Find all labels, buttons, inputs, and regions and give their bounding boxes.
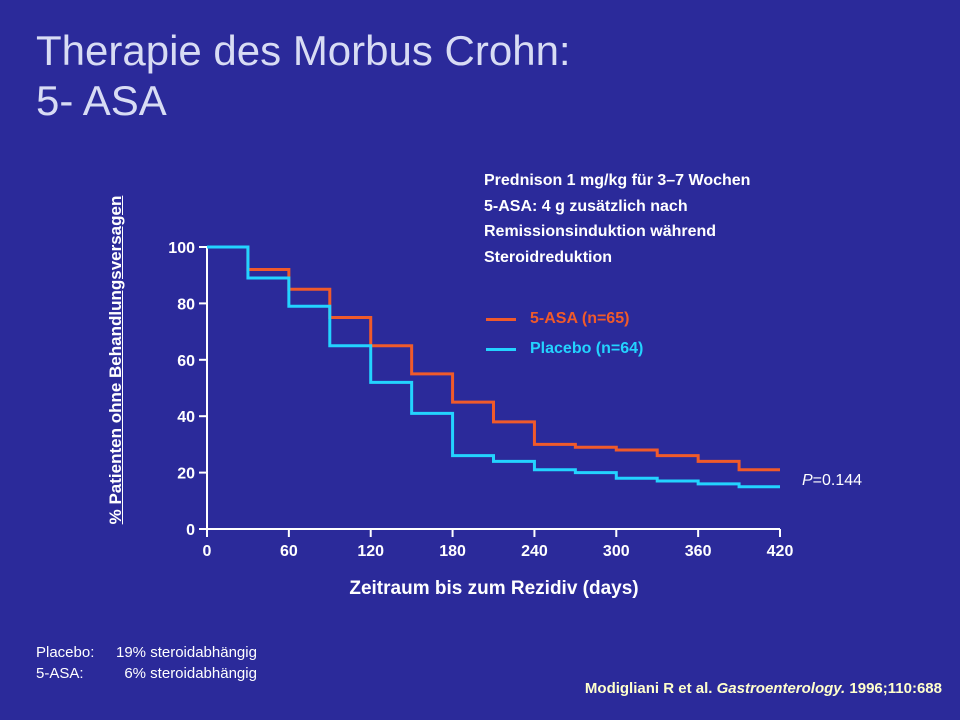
- footnote-value: 6% steroidabhängig: [116, 665, 257, 682]
- x-tick-label: 240: [521, 543, 548, 560]
- citation-journal: Gastroenterology.: [716, 680, 846, 697]
- citation-ref: 1996;110:688: [849, 680, 942, 697]
- x-tick-label: 60: [280, 543, 298, 560]
- slide-title: Therapie des Morbus Crohn: 5- ASA: [36, 26, 571, 126]
- p-value-number: =0.144: [812, 472, 863, 489]
- footnote-value: 19% steroidabhängig: [116, 644, 257, 661]
- x-tick-label: 300: [603, 543, 630, 560]
- y-axis-label: % Patienten ohne Behandlungsversagen: [106, 195, 125, 525]
- treatment-note-line4: Steroidreduktion: [484, 248, 613, 266]
- y-tick-label: 0: [186, 522, 195, 539]
- treatment-note-line2: 5-ASA: 4 g zusätzlich nach: [484, 197, 688, 215]
- citation-authors: Modigliani R et al.: [584, 680, 713, 697]
- x-axis-label: Zeitraum bis zum Rezidiv (days): [349, 578, 639, 599]
- x-tick-label: 120: [357, 543, 384, 560]
- p-value: P=0.144: [802, 472, 862, 490]
- p-value-symbol: P: [802, 472, 813, 489]
- slide-title-line2: 5- ASA: [36, 77, 167, 124]
- y-tick-label: 20: [177, 466, 195, 483]
- x-tick-label: 420: [767, 543, 794, 560]
- citation: Modigliani R et al. Gastroenterology. 19…: [585, 680, 942, 697]
- x-tick-label: 180: [439, 543, 466, 560]
- slide-title-line1: Therapie des Morbus Crohn:: [36, 27, 571, 74]
- y-tick-label: 80: [177, 296, 195, 313]
- y-tick-label: 100: [168, 240, 195, 257]
- legend-swatch-placebo: [486, 348, 516, 351]
- treatment-note: Prednison 1 mg/kg für 3–7 Wochen 5-ASA: …: [484, 168, 750, 270]
- treatment-note-line1: Prednison 1 mg/kg für 3–7 Wochen: [484, 172, 751, 189]
- x-tick-label: 0: [203, 543, 212, 560]
- treatment-note-line3: Remissionsinduktion während: [484, 223, 717, 240]
- y-tick-label: 40: [177, 409, 195, 426]
- legend-label-asa: 5-ASA (n=65): [530, 310, 630, 327]
- footnote-label: 5-ASA:: [36, 665, 84, 682]
- legend-swatch-asa: [486, 318, 516, 321]
- y-tick-label: 60: [177, 353, 195, 370]
- series-line-asa: [207, 245, 780, 472]
- footnote-label: Placebo:: [36, 644, 95, 661]
- x-tick-label: 360: [685, 543, 712, 560]
- legend-label-placebo: Placebo (n=64): [530, 340, 644, 357]
- series-line-placebo: [207, 245, 780, 489]
